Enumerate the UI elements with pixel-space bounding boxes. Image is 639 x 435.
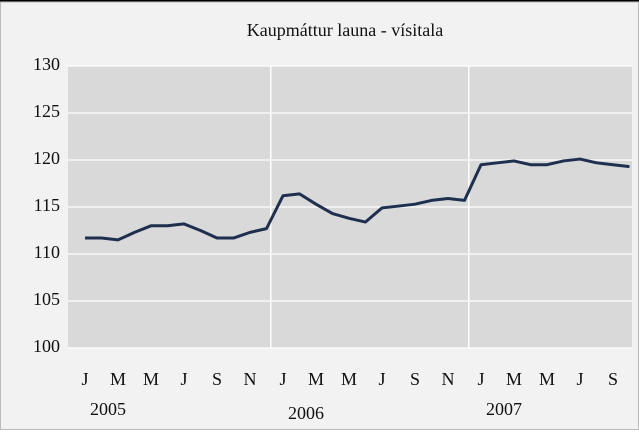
year-label: 2005 — [90, 399, 126, 419]
x-tick-label: J — [180, 369, 187, 389]
y-tick-label: 115 — [34, 195, 60, 215]
chart-title: Kaupmáttur launa - vísitala — [247, 20, 443, 40]
x-tick-label: M — [143, 369, 159, 389]
x-tick-label: N — [442, 369, 455, 389]
x-tick-label: M — [539, 369, 555, 389]
x-tick-label: S — [410, 369, 420, 389]
y-tick-label: 100 — [33, 336, 60, 356]
x-tick-label: N — [244, 369, 257, 389]
x-tick-label: J — [576, 369, 583, 389]
x-tick-label: M — [110, 369, 126, 389]
x-tick-label: J — [477, 369, 484, 389]
x-tick-label: J — [279, 369, 286, 389]
x-tick-label: S — [608, 369, 618, 389]
x-tick-label: M — [308, 369, 324, 389]
y-tick-label: 105 — [33, 289, 60, 309]
y-tick-label: 125 — [33, 101, 60, 121]
year-label: 2006 — [288, 403, 324, 423]
x-tick-label: M — [341, 369, 357, 389]
y-tick-label: 130 — [33, 54, 60, 74]
year-label: 2007 — [486, 399, 522, 419]
y-tick-label: 110 — [34, 242, 60, 262]
line-series — [85, 157, 630, 242]
x-tick-label: J — [81, 369, 88, 389]
x-tick-label: M — [506, 369, 522, 389]
x-tick-label: J — [378, 369, 385, 389]
y-tick-label: 120 — [33, 148, 60, 168]
x-tick-label: S — [212, 369, 222, 389]
